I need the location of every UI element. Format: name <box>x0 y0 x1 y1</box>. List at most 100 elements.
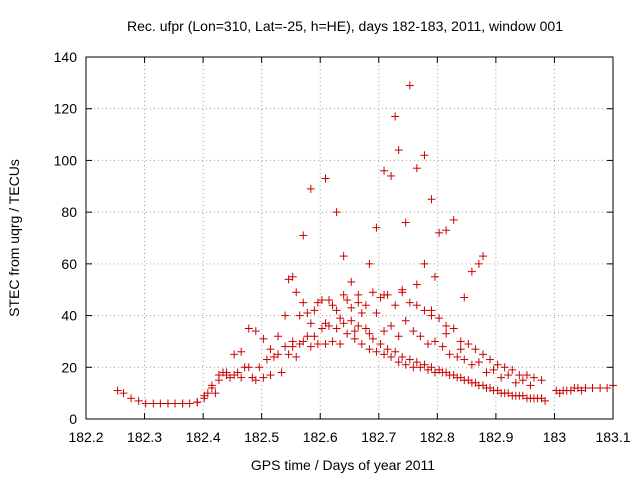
data-point <box>493 360 502 369</box>
data-point <box>398 352 407 361</box>
data-point <box>339 290 348 299</box>
chart-title: Rec. ufpr (Lon=310, Lat=-25, h=HE), days… <box>127 18 563 34</box>
data-point <box>134 396 143 405</box>
data-point <box>259 373 268 382</box>
data-point <box>336 314 345 323</box>
data-point <box>347 316 356 325</box>
data-point <box>244 324 253 333</box>
data-point <box>365 329 374 338</box>
data-point <box>332 324 341 333</box>
data-point <box>518 376 527 385</box>
data-point <box>588 383 597 392</box>
data-point <box>603 383 612 392</box>
data-point <box>149 399 158 408</box>
data-point <box>409 327 418 336</box>
data-point <box>427 363 436 372</box>
data-point <box>365 259 374 268</box>
data-point <box>321 319 330 328</box>
x-tick-label: 182.7 <box>361 429 396 445</box>
y-tick-label: 40 <box>61 308 77 324</box>
data-point <box>435 314 444 323</box>
data-point <box>354 298 363 307</box>
data-point <box>518 391 527 400</box>
data-point <box>394 146 403 155</box>
data-point <box>581 383 590 392</box>
data-point <box>266 371 275 380</box>
data-point <box>482 368 491 377</box>
data-point <box>372 308 381 317</box>
data-point <box>339 319 348 328</box>
data-point <box>383 345 392 354</box>
data-point <box>409 363 418 372</box>
data-point <box>423 340 432 349</box>
data-point <box>350 327 359 336</box>
data-point <box>332 306 341 315</box>
data-point <box>211 389 220 398</box>
x-tick-label: 182.4 <box>186 429 221 445</box>
data-point <box>442 321 451 330</box>
data-point <box>456 345 465 354</box>
grid-lines <box>86 57 613 419</box>
data-point <box>281 311 290 320</box>
data-point <box>401 316 410 325</box>
data-point <box>328 301 337 310</box>
data-point <box>479 252 488 261</box>
data-point <box>511 378 520 387</box>
data-point <box>372 347 381 356</box>
data-point <box>226 373 235 382</box>
data-point <box>497 373 506 382</box>
data-point <box>306 342 315 351</box>
data-point <box>467 267 476 276</box>
data-point <box>416 363 425 372</box>
data-point <box>427 306 436 315</box>
data-point <box>508 365 517 374</box>
data-point <box>274 332 283 341</box>
data-point <box>361 301 370 310</box>
data-point <box>387 321 396 330</box>
data-point <box>266 345 275 354</box>
data-point <box>471 345 480 354</box>
data-point <box>343 296 352 305</box>
data-point <box>313 340 322 349</box>
data-point <box>391 347 400 356</box>
data-point <box>387 171 396 180</box>
y-tick-label: 60 <box>61 256 77 272</box>
data-point <box>317 296 326 305</box>
data-point <box>442 329 451 338</box>
data-point <box>412 358 421 367</box>
data-point <box>299 298 308 307</box>
data-point <box>299 231 308 240</box>
data-point <box>464 340 473 349</box>
data-point <box>577 386 586 395</box>
data-point <box>420 259 429 268</box>
data-point <box>156 399 165 408</box>
data-point <box>456 337 465 346</box>
data-point <box>347 303 356 312</box>
data-point <box>412 164 421 173</box>
data-point <box>354 290 363 299</box>
data-point <box>127 394 136 403</box>
data-point <box>288 342 297 351</box>
y-tick-label: 20 <box>61 359 77 375</box>
x-tick-label: 183 <box>543 429 567 445</box>
data-point <box>233 368 242 377</box>
data-point <box>405 298 414 307</box>
data-point <box>361 324 370 333</box>
data-point <box>255 363 264 372</box>
data-point <box>214 371 223 380</box>
data-points <box>113 81 617 408</box>
data-point <box>321 174 330 183</box>
data-point <box>449 215 458 224</box>
x-tick-label: 182.2 <box>68 429 103 445</box>
data-point <box>445 350 454 359</box>
data-point <box>325 296 334 305</box>
data-point <box>237 347 246 356</box>
data-point <box>313 298 322 307</box>
data-point <box>207 381 216 390</box>
data-point <box>185 399 194 408</box>
data-point <box>269 352 278 361</box>
data-point <box>430 337 439 346</box>
y-tick-label: 120 <box>54 101 78 117</box>
data-point <box>391 301 400 310</box>
data-point <box>251 327 260 336</box>
